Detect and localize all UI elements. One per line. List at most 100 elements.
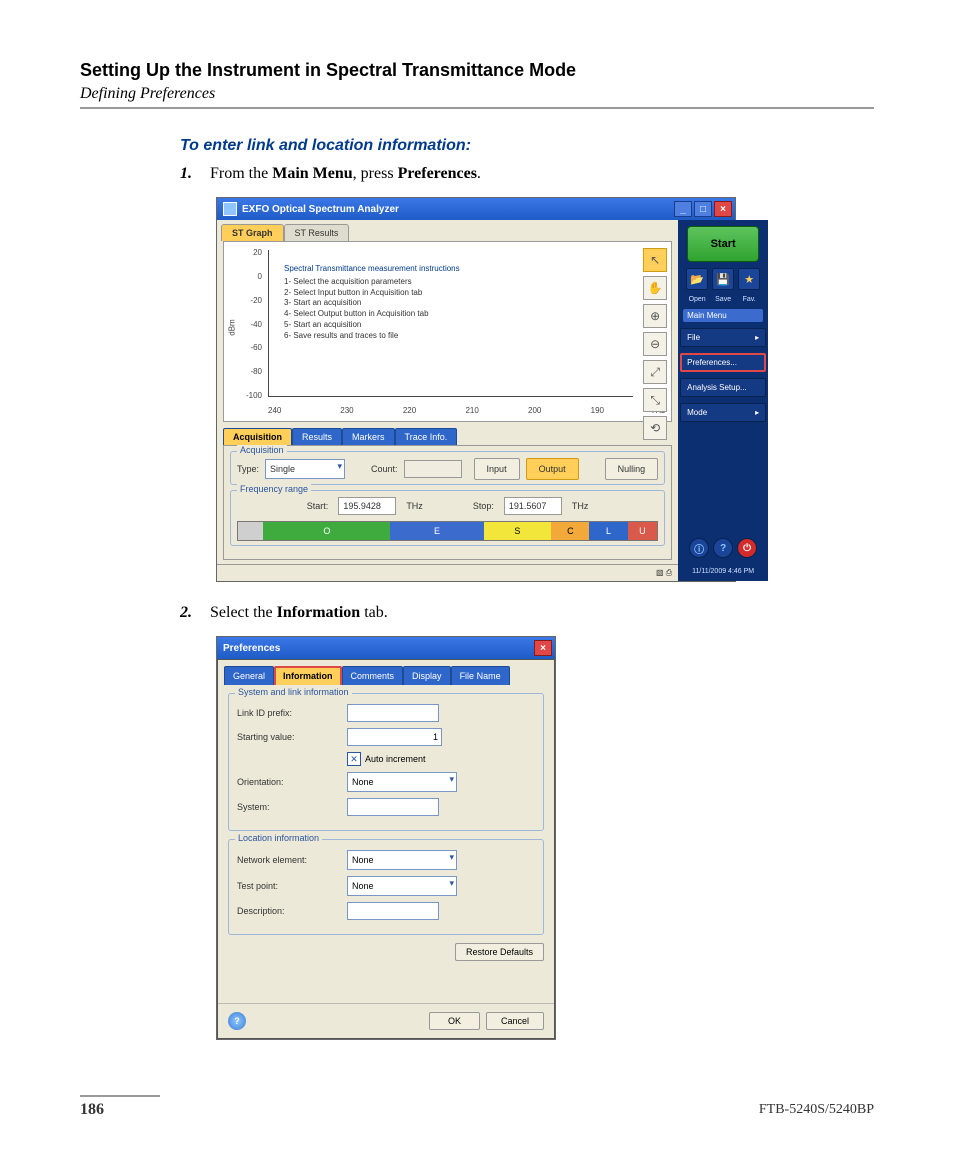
type-label: Type: (237, 464, 259, 474)
band-segment[interactable]: U (628, 522, 658, 540)
maximize-button[interactable]: □ (694, 201, 712, 217)
power-icon[interactable]: ⏻ (737, 538, 757, 558)
zoom-reset-icon[interactable]: ⟲ (643, 416, 667, 440)
page-footer: 186 FTB-5240S/5240BP (80, 1095, 874, 1119)
starting-value-label: Starting value: (237, 732, 347, 742)
type-select[interactable]: Single (265, 459, 345, 479)
tab-comments[interactable]: Comments (342, 666, 404, 685)
zoom-y-icon[interactable]: ⤡ (643, 388, 667, 412)
info-icon[interactable]: ⓘ (689, 538, 709, 558)
product-id: FTB-5240S/5240BP (759, 1102, 874, 1118)
description-field[interactable] (347, 902, 439, 920)
test-point-label: Test point: (237, 881, 347, 891)
menu-analysis-setup[interactable]: Analysis Setup... (680, 378, 766, 397)
page-number: 186 (80, 1101, 104, 1119)
stop-field[interactable]: 191.5607 (504, 497, 562, 515)
band-segment[interactable] (238, 522, 263, 540)
minimize-button[interactable]: _ (674, 201, 692, 217)
band-segment[interactable]: L (589, 522, 627, 540)
band-segment[interactable]: E (390, 522, 483, 540)
step-1: 1. From the Main Menu, press Preferences… (180, 165, 874, 183)
tab-file-name[interactable]: File Name (451, 666, 510, 685)
location-info-group: Location information Network element:Non… (228, 839, 544, 935)
menu-preferences[interactable]: Preferences... (680, 353, 766, 372)
input-button[interactable]: Input (474, 458, 520, 480)
zoom-x-icon[interactable]: ⤢ (643, 360, 667, 384)
stop-label: Stop: (473, 501, 494, 511)
tab-st-graph[interactable]: ST Graph (221, 224, 284, 241)
instructions: Spectral Transmittance measurement instr… (284, 264, 460, 342)
tab-trace-info[interactable]: Trace Info. (395, 428, 458, 445)
start-label: Start: (307, 501, 329, 511)
section-subtitle: Defining Preferences (80, 85, 874, 103)
auto-increment-label: Auto increment (365, 754, 426, 764)
pointer-tool-icon[interactable]: ↖ (643, 248, 667, 272)
tab-information[interactable]: Information (274, 666, 342, 685)
count-field (404, 460, 462, 478)
auto-increment-checkbox[interactable]: ✕ (347, 752, 361, 766)
screenshot-analyzer: EXFO Optical Spectrum Analyzer _ □ × ST … (216, 197, 736, 582)
tab-general[interactable]: General (224, 666, 274, 685)
band-bar[interactable]: OESCLU (237, 521, 658, 541)
step-number: 1. (180, 165, 200, 183)
window-title: EXFO Optical Spectrum Analyzer (242, 204, 399, 215)
acquisition-group: Acquisition Type: Single Count: Input Ou… (230, 451, 665, 485)
step-number: 2. (180, 604, 200, 622)
link-id-prefix-label: Link ID prefix: (237, 708, 347, 718)
link-id-prefix-field[interactable] (347, 704, 439, 722)
menu-file[interactable]: File▸ (680, 328, 766, 347)
dialog-title: Preferences (223, 643, 280, 654)
system-link-group: System and link information Link ID pref… (228, 693, 544, 831)
test-point-select[interactable]: None (347, 876, 457, 896)
orientation-label: Orientation: (237, 777, 347, 787)
count-label: Count: (371, 464, 398, 474)
tab-markers[interactable]: Markers (342, 428, 395, 445)
menu-mode[interactable]: Mode▸ (680, 403, 766, 422)
step-2: 2. Select the Information tab. (180, 604, 874, 622)
close-button[interactable]: × (714, 201, 732, 217)
app-icon (223, 202, 237, 216)
starting-value-field[interactable]: 1 (347, 728, 442, 746)
output-button[interactable]: Output (526, 458, 579, 480)
help-icon[interactable]: ? (228, 1012, 246, 1030)
top-tabs: ST Graph ST Results (217, 220, 678, 241)
ok-button[interactable]: OK (429, 1012, 480, 1030)
tab-display[interactable]: Display (403, 666, 451, 685)
description-label: Description: (237, 906, 347, 916)
favorite-icon[interactable]: ★ (738, 268, 760, 290)
titlebar: EXFO Optical Spectrum Analyzer _ □ × (217, 198, 735, 220)
tab-st-results[interactable]: ST Results (284, 224, 350, 241)
titlebar: Preferences × (217, 637, 555, 659)
save-icon[interactable]: 💾 (712, 268, 734, 290)
zoom-in-icon[interactable]: ⊕ (643, 304, 667, 328)
band-segment[interactable]: S (484, 522, 552, 540)
section-title: Setting Up the Instrument in Spectral Tr… (80, 60, 874, 81)
system-label: System: (237, 802, 347, 812)
band-segment[interactable]: C (551, 522, 589, 540)
zoom-out-icon[interactable]: ⊖ (643, 332, 667, 356)
screenshot-preferences: Preferences × General Information Commen… (216, 636, 556, 1040)
orientation-select[interactable]: None (347, 772, 457, 792)
cancel-button[interactable]: Cancel (486, 1012, 544, 1030)
right-panel: Start 📂 💾 ★ Open Save Fav. Main Menu Fil… (678, 220, 768, 581)
system-field[interactable] (347, 798, 439, 816)
help-icon[interactable]: ? (713, 538, 733, 558)
rule (80, 107, 874, 109)
tab-results[interactable]: Results (292, 428, 342, 445)
hand-tool-icon[interactable]: ✋ (643, 276, 667, 300)
main-menu-header: Main Menu (683, 309, 763, 322)
close-button[interactable]: × (534, 640, 552, 656)
graph-area: 20 0 -20 -40 -60 -80 -100 dBm 240 230 22 (223, 241, 672, 422)
band-segment[interactable]: O (263, 522, 390, 540)
network-element-label: Network element: (237, 855, 347, 865)
procedure-heading: To enter link and location information: (180, 137, 874, 155)
status-bar: ▧ ⎙ (217, 564, 678, 581)
network-element-select[interactable]: None (347, 850, 457, 870)
start-field[interactable]: 195.9428 (338, 497, 396, 515)
restore-defaults-button[interactable]: Restore Defaults (455, 943, 544, 961)
start-button[interactable]: Start (687, 226, 759, 262)
nulling-button[interactable]: Nulling (605, 458, 659, 480)
step-text: Select the Information tab. (210, 604, 388, 622)
tab-acquisition[interactable]: Acquisition (223, 428, 292, 445)
open-icon[interactable]: 📂 (686, 268, 708, 290)
